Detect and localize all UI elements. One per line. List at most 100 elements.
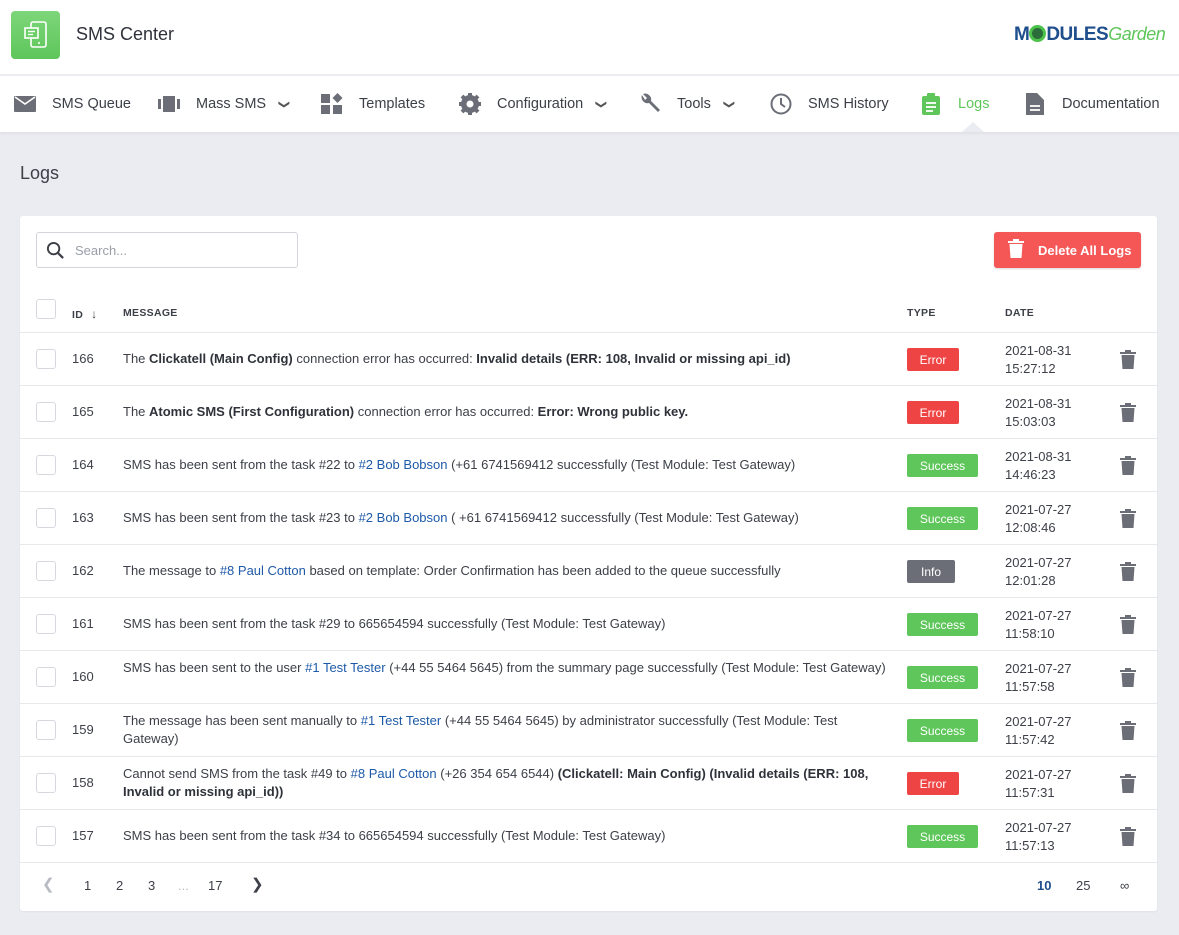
page-3[interactable]: 3 — [148, 878, 156, 893]
log-id: 163 — [72, 510, 94, 525]
delete-log-trash-icon[interactable] — [1120, 509, 1136, 531]
client-link[interactable]: #2 Bob Bobson — [358, 457, 448, 472]
message-text: The message to — [123, 563, 220, 578]
log-date: 2021-07-27 11:58:10 — [1005, 608, 1072, 641]
row-checkbox[interactable] — [36, 508, 56, 528]
delete-log-trash-icon[interactable] — [1120, 615, 1136, 637]
table-row: 165 The Atomic SMS (First Configuration) … — [20, 386, 1157, 439]
page-size-25[interactable]: 25 — [1076, 878, 1091, 893]
chevron-down-icon: ❯ — [595, 99, 608, 109]
next-page-icon[interactable]: ❯ — [251, 876, 264, 893]
delete-log-trash-icon[interactable] — [1120, 827, 1136, 849]
nav-item-templates[interactable]: Templates — [321, 76, 425, 132]
delete-log-trash-icon[interactable] — [1120, 562, 1136, 584]
delete-all-logs-label: Delete All Logs — [1038, 242, 1132, 258]
message-text: connection error has occurred: — [292, 351, 477, 366]
message-text: ( +61 6741569412 successfully (Test Modu… — [447, 510, 799, 525]
type-badge: Success — [907, 507, 978, 530]
nav-item-logs[interactable]: Logs — [920, 76, 989, 132]
message-text: SMS has been sent to the user — [123, 660, 306, 675]
log-date: 2021-08-31 14:46:23 — [1005, 449, 1072, 482]
trash-icon — [1008, 239, 1024, 261]
table-row: 160 SMS has been sent to the user #1 Test… — [20, 651, 1157, 704]
log-message: SMS has been sent from the task #22 to #… — [123, 456, 893, 474]
row-checkbox[interactable] — [36, 561, 56, 581]
row-checkbox[interactable] — [36, 773, 56, 793]
nav-item-sms-queue[interactable]: SMS Queue — [14, 76, 131, 132]
table-row: 163 SMS has been sent from the task #23 t… — [20, 492, 1157, 545]
prev-page-icon[interactable]: ❮ — [42, 876, 55, 893]
page-size-10[interactable]: 10 — [1037, 878, 1052, 893]
message-bold-text: Invalid details (ERR: 108, Invalid or mi… — [476, 351, 791, 366]
message-text: The message has been sent manually to — [123, 713, 361, 728]
row-checkbox[interactable] — [36, 614, 56, 634]
search-box[interactable] — [36, 232, 298, 268]
delete-log-trash-icon[interactable] — [1120, 350, 1136, 372]
page-2[interactable]: 2 — [116, 878, 124, 893]
gear-icon — [459, 93, 481, 115]
client-link[interactable]: #1 Test Tester — [360, 713, 442, 728]
nav-item-sms-history[interactable]: SMS History — [770, 76, 889, 132]
log-message: The Clickatell (Main Config) connection … — [123, 350, 893, 368]
delete-all-logs-button[interactable]: Delete All Logs — [994, 232, 1141, 268]
page-17[interactable]: 17 — [208, 878, 223, 893]
search-icon — [46, 241, 65, 265]
page-size-all[interactable]: ∞ — [1120, 878, 1130, 893]
log-date: 2021-08-31 15:03:03 — [1005, 396, 1072, 429]
clipboard-icon — [920, 93, 942, 115]
row-checkbox[interactable] — [36, 455, 56, 475]
active-tab-caret — [962, 122, 984, 132]
log-date: 2021-07-27 12:01:28 — [1005, 555, 1072, 588]
nav-item-tools[interactable]: Tools ❯ — [639, 76, 735, 132]
type-badge: Success — [907, 825, 978, 848]
widgets-icon — [321, 93, 343, 115]
log-date: 2021-07-27 12:08:46 — [1005, 502, 1072, 535]
row-checkbox[interactable] — [36, 402, 56, 422]
delete-log-trash-icon[interactable] — [1120, 721, 1136, 743]
type-badge: Error — [907, 348, 959, 371]
delete-log-trash-icon[interactable] — [1120, 774, 1136, 796]
client-link[interactable]: #8 Paul Cotton — [219, 563, 306, 578]
envelope-icon — [14, 93, 36, 115]
table-row: 166 The Clickatell (Main Config) connecti… — [20, 333, 1157, 386]
log-message: Cannot send SMS from the task #49 to #8 … — [123, 765, 893, 801]
nav-item-configuration[interactable]: Configuration ❯ — [459, 76, 608, 132]
client-link[interactable]: #1 Test Tester — [305, 660, 386, 675]
nav-item-mass-sms[interactable]: Mass SMS ❯ — [158, 76, 290, 132]
log-date: 2021-07-27 11:57:31 — [1005, 767, 1072, 800]
log-id: 158 — [72, 775, 94, 790]
table-row: 158 Cannot send SMS from the task #49 to … — [20, 757, 1157, 810]
document-icon — [1024, 93, 1046, 115]
log-message: SMS has been sent to the user #1 Test Te… — [123, 659, 893, 677]
pagination: ❮ 1 2 3... 17 ❯ 10 25 ∞ — [20, 864, 1157, 908]
main-nav: SMS Queue Mass SMS ❯ Templates Configuration… — [0, 76, 1179, 132]
page-1[interactable]: 1 — [84, 878, 92, 893]
type-badge: Success — [907, 666, 978, 689]
table-row: 161 SMS has been sent from the task #29 t… — [20, 598, 1157, 651]
logs-card: Delete All Logs ID↓ MESSAGE TYPE DATE 16… — [20, 216, 1157, 911]
delete-log-trash-icon[interactable] — [1120, 668, 1136, 690]
row-checkbox[interactable] — [36, 826, 56, 846]
row-checkbox[interactable] — [36, 349, 56, 369]
nav-item-documentation[interactable]: Documentation — [1024, 76, 1160, 132]
log-date: 2021-07-27 11:57:42 — [1005, 714, 1072, 747]
column-header-id[interactable]: ID ↓ — [72, 307, 98, 321]
delete-log-trash-icon[interactable] — [1120, 456, 1136, 478]
nav-item-label: Logs — [958, 96, 990, 112]
message-bold-text: (Clickatell: Main Config) (Invalid detai… — [123, 766, 869, 799]
message-text: (+44 55 5464 5645) from the summary page… — [385, 660, 886, 675]
row-checkbox[interactable] — [36, 720, 56, 740]
search-input[interactable] — [75, 233, 290, 267]
message-text: The — [123, 351, 150, 366]
select-all-checkbox[interactable] — [36, 299, 56, 319]
nav-item-label: Templates — [359, 96, 426, 112]
log-id: 164 — [72, 457, 94, 472]
delete-log-trash-icon[interactable] — [1120, 403, 1136, 425]
message-bold-text: Error: Wrong public key. — [537, 404, 689, 419]
wrench-icon — [639, 93, 661, 115]
message-text: based on template: Order Confirmation ha… — [305, 563, 781, 578]
client-link[interactable]: #2 Bob Bobson — [358, 510, 448, 525]
column-header-date: DATE — [1005, 307, 1035, 319]
client-link[interactable]: #8 Paul Cotton — [350, 766, 437, 781]
row-checkbox[interactable] — [36, 667, 56, 687]
